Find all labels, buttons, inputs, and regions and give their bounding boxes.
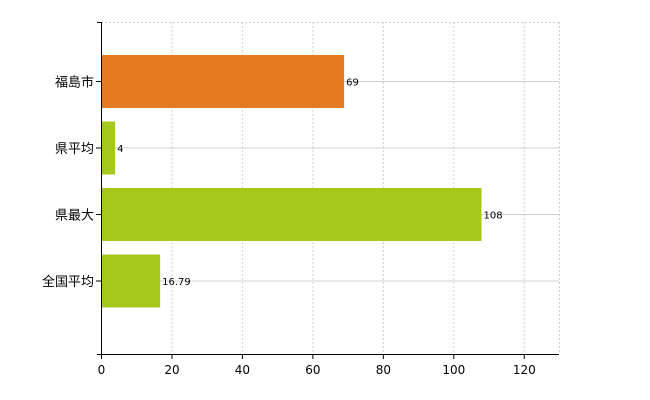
x-tick-label-60: 60: [305, 363, 320, 377]
data-label-2: 108: [483, 211, 502, 222]
bar-1: [101, 121, 116, 175]
x-tick-label-20: 20: [164, 363, 179, 377]
bars: [101, 55, 482, 308]
data-label-0: 69: [346, 78, 359, 89]
bar-2: [101, 188, 482, 241]
data-label-3: 16.79: [162, 277, 191, 288]
category-label-0: 福島市: [55, 75, 94, 91]
x-tick-label-100: 100: [442, 363, 465, 377]
x-tick-label-120: 120: [513, 363, 536, 377]
bar-3: [101, 254, 161, 308]
category-label-1: 県平均: [55, 142, 94, 157]
category-label-2: 県最大: [55, 209, 94, 224]
category-label-3: 全国平均: [42, 274, 94, 290]
axes: [96, 22, 559, 359]
x-tick-label-40: 40: [235, 363, 250, 377]
x-tick-label-0: 0: [98, 363, 106, 377]
x-tick-label-80: 80: [376, 363, 391, 377]
data-label-1: 4: [117, 144, 123, 155]
bar-0: [101, 55, 345, 108]
